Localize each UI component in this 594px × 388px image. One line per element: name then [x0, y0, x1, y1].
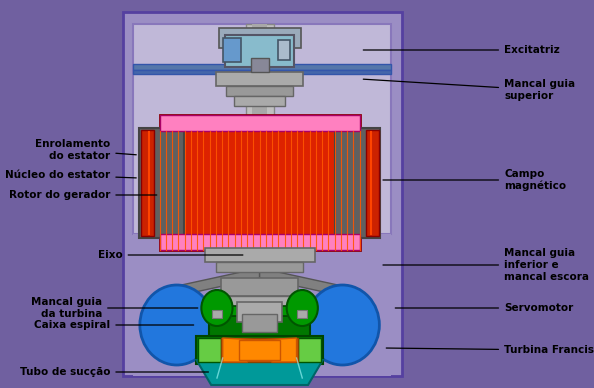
Text: Turbina Francis: Turbina Francis: [386, 345, 594, 355]
Bar: [139, 128, 184, 238]
Bar: [223, 38, 241, 62]
Bar: [122, 12, 402, 376]
Bar: [221, 278, 298, 296]
Bar: [246, 24, 274, 334]
Bar: [226, 86, 293, 96]
Bar: [133, 24, 391, 234]
Bar: [229, 296, 290, 306]
Bar: [133, 64, 391, 70]
Polygon shape: [260, 268, 352, 298]
Bar: [141, 130, 154, 236]
Ellipse shape: [140, 285, 214, 365]
Text: Tubo de sucção: Tubo de sucção: [20, 367, 208, 377]
Bar: [197, 336, 323, 364]
Bar: [238, 302, 282, 322]
Bar: [221, 338, 298, 362]
Text: Eixo: Eixo: [98, 250, 243, 260]
Ellipse shape: [287, 290, 318, 326]
Bar: [212, 310, 222, 318]
Bar: [205, 248, 315, 262]
Text: Excitatriz: Excitatriz: [364, 45, 560, 55]
Text: Campo
magnético: Campo magnético: [383, 169, 566, 191]
Text: Mancal guia
superior: Mancal guia superior: [364, 79, 575, 101]
Bar: [219, 28, 301, 48]
Bar: [252, 24, 267, 334]
Polygon shape: [260, 338, 296, 362]
Polygon shape: [239, 340, 280, 360]
Text: Servomotor: Servomotor: [395, 303, 573, 313]
Text: Caixa espiral: Caixa espiral: [34, 320, 194, 330]
Bar: [251, 58, 268, 72]
Bar: [133, 70, 391, 74]
Polygon shape: [197, 360, 323, 385]
Text: Mancal guia
da turbina: Mancal guia da turbina: [31, 297, 198, 319]
Text: Mancal guia
inferior e
mancal escora: Mancal guia inferior e mancal escora: [383, 248, 589, 282]
Bar: [205, 306, 315, 316]
Bar: [160, 115, 360, 131]
Bar: [216, 72, 303, 86]
Bar: [242, 314, 277, 332]
Ellipse shape: [305, 285, 380, 365]
Bar: [198, 338, 221, 362]
Bar: [298, 310, 307, 318]
Text: Núcleo do estator: Núcleo do estator: [5, 170, 136, 180]
Text: Enrolamento
do estator: Enrolamento do estator: [35, 139, 136, 161]
Bar: [279, 40, 290, 60]
Bar: [335, 128, 380, 238]
Bar: [225, 35, 294, 67]
Text: Rotor do gerador: Rotor do gerador: [9, 190, 157, 200]
Bar: [208, 310, 311, 338]
Bar: [298, 338, 321, 362]
Bar: [249, 300, 270, 370]
Bar: [234, 96, 285, 106]
Bar: [160, 115, 360, 250]
Ellipse shape: [201, 290, 232, 326]
Bar: [160, 234, 360, 250]
Bar: [216, 262, 303, 272]
Polygon shape: [223, 338, 260, 362]
Polygon shape: [168, 268, 260, 298]
Bar: [133, 234, 391, 376]
Bar: [366, 130, 380, 236]
